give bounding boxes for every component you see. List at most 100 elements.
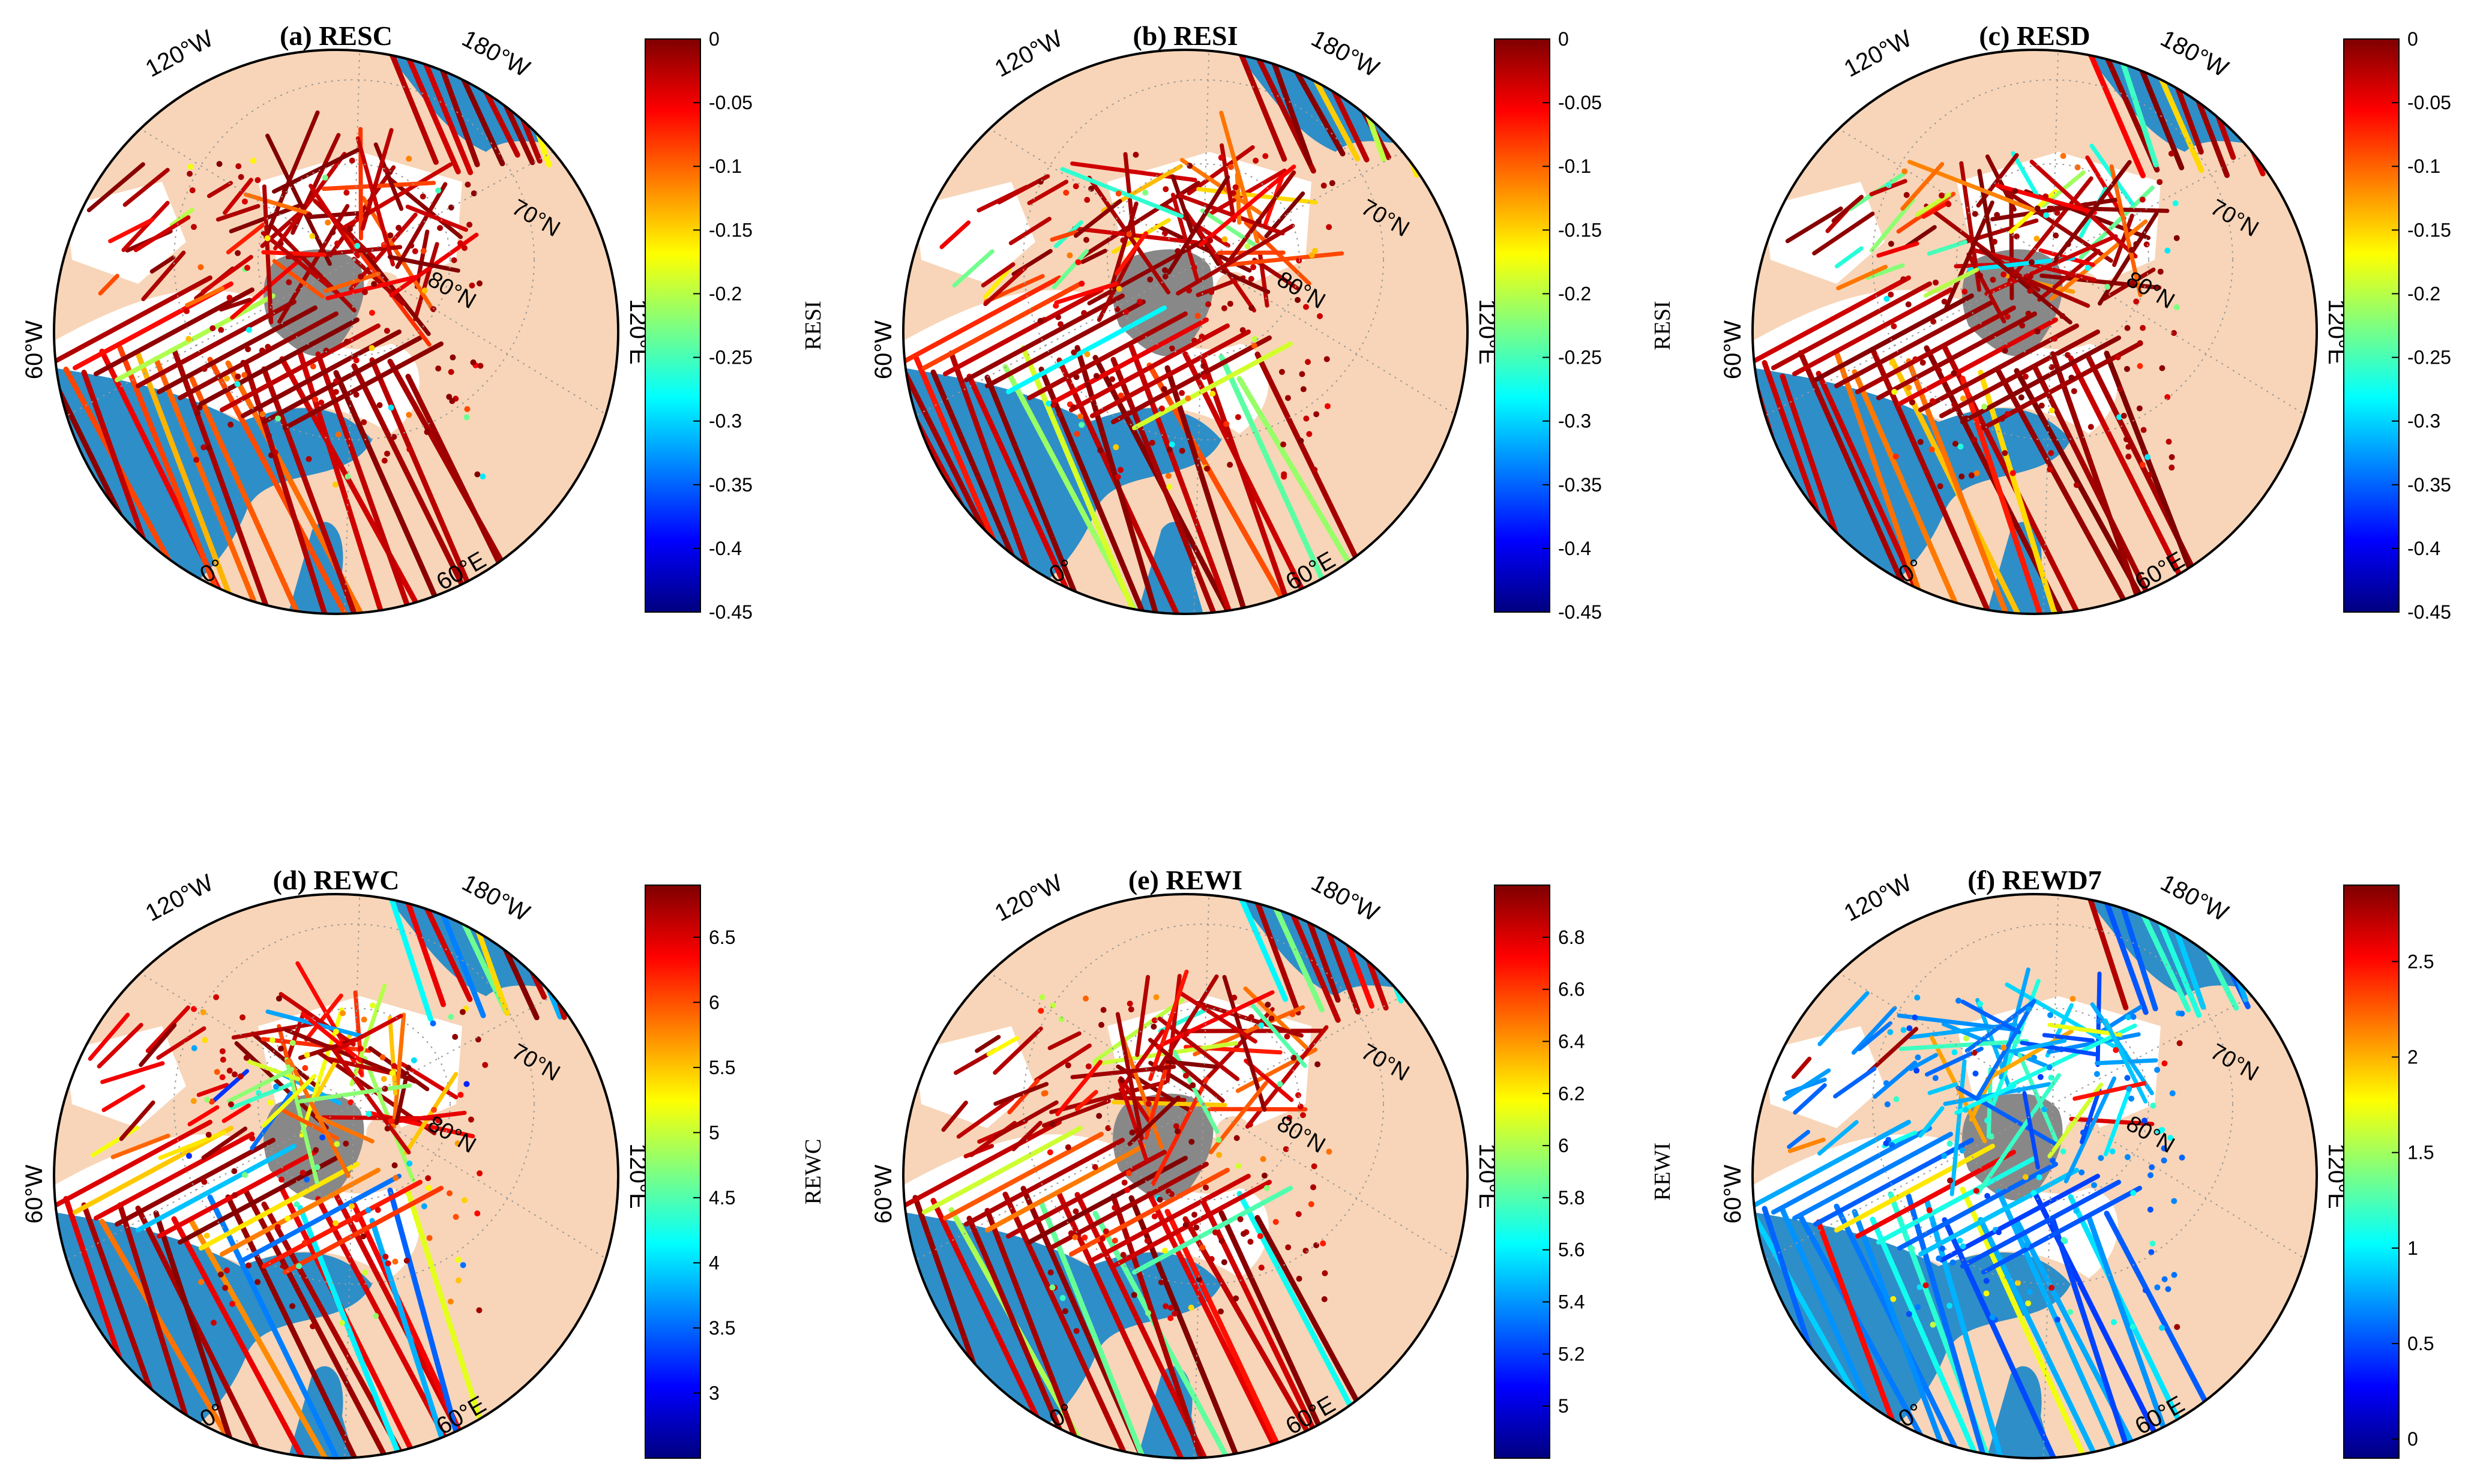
track	[133, 215, 191, 253]
data-point	[1137, 298, 1143, 305]
data-point	[281, 188, 288, 195]
data-point	[1946, 1302, 1953, 1309]
track	[1128, 344, 1233, 614]
data-point	[2060, 1237, 2067, 1243]
data-point	[234, 380, 241, 387]
track	[388, 1015, 398, 1096]
data-point	[425, 1175, 432, 1182]
data-point	[1912, 1014, 1918, 1021]
data-point	[310, 1323, 316, 1330]
colorbar-tick-label: 1.5	[2407, 1142, 2434, 1164]
data-point	[1928, 446, 1935, 453]
data-point	[1188, 1138, 1195, 1145]
colorbar-tick-label: -0.4	[2407, 538, 2440, 559]
data-point	[1221, 236, 1228, 242]
data-point	[335, 431, 342, 438]
data-point	[339, 1320, 345, 1326]
data-point	[1072, 1234, 1079, 1240]
colorbar-label: RESI	[1650, 301, 1675, 350]
data-point	[1239, 327, 1246, 334]
open-ocean	[54, 290, 420, 434]
track	[2032, 364, 2161, 614]
track	[1966, 252, 2006, 324]
data-point	[1915, 1054, 1921, 1061]
track	[1791, 1056, 1812, 1080]
data-point	[371, 281, 378, 287]
track	[1115, 1012, 1144, 1141]
track	[2068, 355, 2202, 614]
data-point	[1209, 391, 1216, 397]
track	[567, 50, 612, 158]
track	[178, 1156, 339, 1245]
data-point	[2125, 443, 2132, 450]
track	[1111, 1180, 1272, 1269]
longitude-label: 120°W	[141, 870, 217, 927]
data-point	[1055, 314, 1062, 320]
data-point	[453, 1213, 459, 1220]
data-point	[376, 402, 383, 409]
track	[2050, 351, 2146, 614]
data-point	[477, 280, 483, 287]
track	[2103, 1087, 2132, 1156]
track	[1833, 1066, 1877, 1099]
data-point	[1889, 1142, 1895, 1149]
data-point	[1237, 1216, 1244, 1222]
track	[417, 894, 473, 1002]
track	[1416, 894, 1467, 1016]
data-point	[382, 1254, 389, 1260]
data-point	[240, 359, 247, 366]
track	[1955, 1086, 2059, 1147]
latitude-circle	[1107, 1008, 1300, 1201]
data-point	[2054, 209, 2060, 216]
data-point	[2173, 235, 2180, 241]
track	[135, 351, 239, 614]
track	[215, 203, 260, 222]
data-point	[319, 1134, 326, 1141]
track	[943, 287, 1104, 376]
track	[336, 1014, 403, 1052]
track	[903, 1120, 1062, 1209]
colorbar-tick-label: -0.25	[1558, 347, 1602, 368]
longitude-label: 180°W	[458, 870, 534, 927]
data-point	[2104, 284, 2111, 290]
data-point	[1067, 252, 1073, 259]
track	[1866, 1027, 1919, 1075]
data-point	[424, 428, 430, 435]
track	[1834, 246, 1864, 269]
track	[1906, 358, 2009, 614]
data-point	[2139, 196, 2146, 203]
data-point	[1297, 1104, 1304, 1110]
data-point	[1185, 395, 1191, 401]
data-point	[1129, 1129, 1136, 1136]
data-point	[1162, 273, 1169, 280]
data-point	[448, 368, 454, 375]
data-point	[232, 1071, 238, 1078]
data-point	[1065, 1062, 1071, 1069]
data-point	[2170, 329, 2177, 336]
data-point	[2165, 439, 2172, 445]
data-point	[1285, 1244, 1292, 1251]
data-point	[2161, 1157, 2167, 1164]
track	[1852, 1209, 1949, 1458]
track	[1074, 344, 1159, 614]
data-point	[476, 1307, 483, 1314]
longitude-label: 60°W	[21, 320, 47, 379]
track	[231, 1021, 321, 1040]
longitude-label: 180°W	[1307, 25, 1383, 83]
data-point	[1120, 1252, 1127, 1258]
data-point	[1118, 392, 1124, 399]
data-point	[2156, 179, 2163, 185]
data-point	[1958, 473, 1965, 480]
data-point	[435, 1117, 441, 1123]
data-point	[1079, 421, 1085, 428]
data-point	[1999, 416, 2005, 422]
data-point	[1173, 1123, 1179, 1129]
data-point	[1983, 1290, 1990, 1297]
data-point	[348, 1099, 354, 1105]
data-point	[1306, 431, 1313, 437]
data-point	[1256, 218, 1262, 224]
track	[1981, 1186, 2142, 1275]
track	[262, 335, 423, 424]
